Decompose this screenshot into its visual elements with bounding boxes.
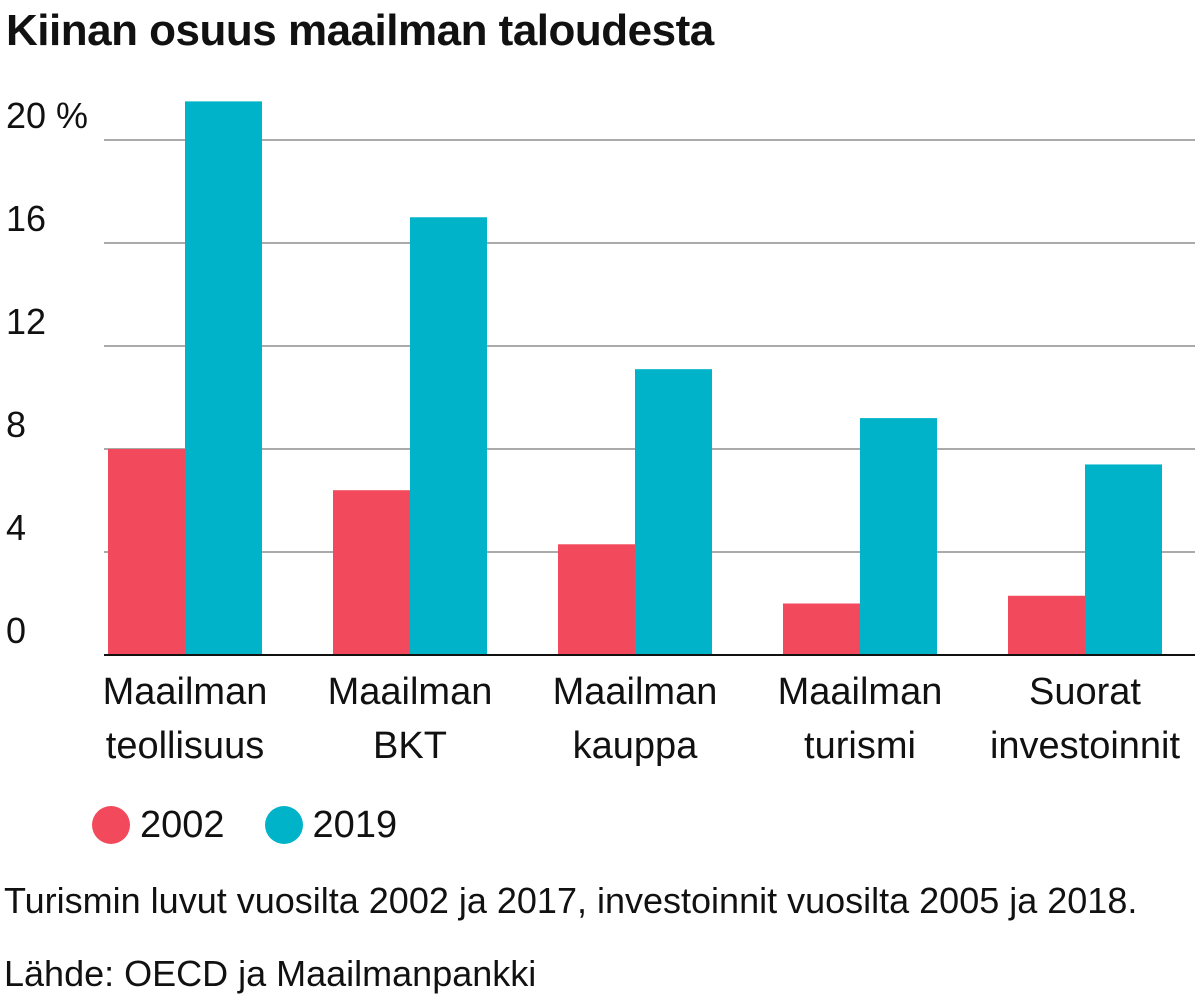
bar-2002-1 (333, 490, 410, 655)
y-tick-label-4: 4 (6, 507, 26, 548)
legend-label-2002: 2002 (140, 803, 225, 846)
chart-source: Lähde: OECD ja Maailmanpankki (4, 953, 537, 994)
x-tick-label-1-0: Maailman (328, 671, 493, 713)
y-tick-label-20: 20 % (6, 95, 88, 136)
bar-2019-3 (860, 418, 937, 655)
bar-2002-4 (1008, 595, 1085, 655)
chart-note: Turismin luvut vuosilta 2002 ja 2017, in… (4, 880, 1138, 921)
legend-item-2019: 2019 (264, 803, 398, 847)
x-tick-label-4-0: Suorat (1029, 671, 1141, 713)
bar-2019-0 (185, 101, 262, 655)
x-tick-label-2-1: kauppa (573, 725, 699, 767)
legend: 2002 2019 (92, 800, 437, 850)
x-tick-label-2-0: Maailman (553, 671, 718, 713)
x-tick-label-0-0: Maailman (103, 671, 268, 713)
x-tick-label-1-1: BKT (373, 725, 447, 767)
x-tick-label-4-1: investoinnit (990, 725, 1181, 767)
bar-2002-3 (783, 603, 860, 655)
bar-2002-2 (558, 544, 635, 655)
legend-swatch-2002 (92, 806, 130, 844)
legend-item-2002: 2002 (92, 804, 225, 847)
y-tick-label-8: 8 (6, 404, 26, 445)
bar-2002-0 (108, 449, 185, 655)
x-tick-label-0-1: teollisuus (106, 725, 264, 767)
x-tick-label-3-1: turismi (804, 725, 916, 767)
chart-title: Kiinan osuus maailman taloudesta (6, 6, 714, 55)
y-tick-label-0: 0 (6, 610, 26, 651)
bar-2019-4 (1085, 464, 1162, 655)
x-tick-label-3-0: Maailman (778, 671, 943, 713)
legend-label-2019: 2019 (312, 803, 398, 846)
bar-chart: 0 4 8 12 16 20 % Maailman teollisuus Maailman BKT… (6, 95, 1195, 767)
y-tick-label-12: 12 (6, 301, 46, 342)
bar-2019-1 (410, 217, 487, 655)
legend-swatch-2019 (264, 806, 303, 844)
y-tick-label-16: 16 (6, 198, 46, 239)
bar-2019-2 (635, 369, 712, 655)
